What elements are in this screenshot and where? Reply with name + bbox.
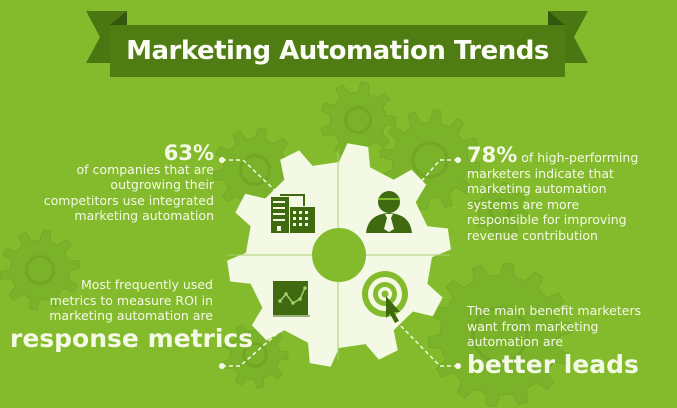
stat-line: responsible for improving xyxy=(467,212,627,227)
stat-line: marketers indicate that xyxy=(467,165,614,181)
connector-dot xyxy=(219,157,225,163)
background-gears xyxy=(0,81,573,408)
background-gear-icon xyxy=(471,181,529,239)
background-gear-hub xyxy=(488,198,512,222)
banner-fold-right xyxy=(548,11,565,25)
stat-line: revenue contribution xyxy=(467,227,598,243)
background-gear-hub xyxy=(471,306,529,364)
stat-line: systems are more xyxy=(467,196,580,212)
stat-line: marketing automation are xyxy=(49,308,213,323)
background-gear-icon xyxy=(0,229,81,311)
stat-percentage: 78% xyxy=(467,143,518,167)
stat-bottom-left: Most frequently used metrics to measure … xyxy=(10,277,254,354)
stat-line: marketing automation xyxy=(74,208,214,223)
stat-highlight: better leads xyxy=(467,349,639,379)
stat-percentage: 63% xyxy=(163,141,214,165)
businessman-icon xyxy=(366,191,412,233)
banner-fold-left xyxy=(110,11,127,25)
line-chart-icon xyxy=(273,281,310,317)
connector-top-left xyxy=(222,159,286,201)
stat-line: competitors use integrated xyxy=(43,192,214,208)
background-gear-hub xyxy=(25,255,55,285)
page-title: Marketing Automation Trends xyxy=(126,36,549,66)
connectors xyxy=(222,159,458,367)
stat-line: want from marketing xyxy=(467,318,599,334)
background-gear-hub xyxy=(239,154,271,186)
stat-line: outgrowing their xyxy=(110,177,214,192)
stat-line: automation are xyxy=(467,334,564,349)
target-cursor-icon xyxy=(362,271,408,323)
stat-line: marketing automation xyxy=(467,181,607,196)
connector-bottom-left xyxy=(222,317,296,367)
stat-line: The main benefit marketers xyxy=(467,303,642,318)
connector-bottom-right xyxy=(394,319,458,367)
background-gear-hub xyxy=(242,342,268,368)
connector-dot xyxy=(455,363,461,369)
stat-line: of high-performing xyxy=(517,150,639,165)
gear-hub xyxy=(312,228,366,282)
connector-top-right xyxy=(404,159,458,201)
connector-dot xyxy=(219,363,225,369)
stat-line: metrics to measure ROI in xyxy=(49,292,213,308)
background-gear-icon xyxy=(427,262,573,408)
building-icon xyxy=(271,194,315,233)
background-gear-hub xyxy=(343,105,373,135)
banner xyxy=(110,25,565,77)
connector-dot xyxy=(455,157,461,163)
stat-highlight: response metrics xyxy=(10,323,254,353)
stat-line: Most frequently used xyxy=(80,277,213,292)
stat-top-left: 63% of companies that are outgrowing the… xyxy=(40,141,214,224)
stat-line: of companies that are xyxy=(76,161,214,177)
stat-bottom-right: The main benefit marketers want from mar… xyxy=(467,303,667,380)
stat-top-right: 78% of high-performing marketers indicat… xyxy=(467,145,667,243)
